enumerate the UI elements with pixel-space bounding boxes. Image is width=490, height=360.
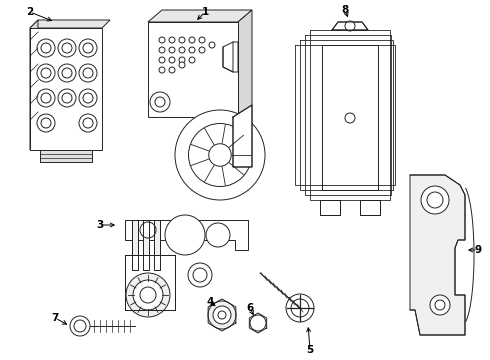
Polygon shape — [238, 10, 252, 117]
Circle shape — [199, 47, 205, 53]
Circle shape — [179, 47, 185, 53]
Polygon shape — [360, 200, 380, 215]
Text: 8: 8 — [342, 5, 348, 15]
Circle shape — [37, 64, 55, 82]
Circle shape — [218, 311, 226, 319]
Circle shape — [345, 21, 355, 31]
Circle shape — [179, 57, 185, 63]
Circle shape — [209, 42, 215, 48]
Circle shape — [189, 123, 251, 186]
Polygon shape — [332, 22, 368, 30]
Circle shape — [427, 192, 443, 208]
Polygon shape — [148, 10, 252, 22]
Circle shape — [70, 316, 90, 336]
Polygon shape — [132, 220, 138, 270]
Circle shape — [435, 300, 445, 310]
Circle shape — [193, 268, 207, 282]
Circle shape — [179, 37, 185, 43]
Circle shape — [58, 89, 76, 107]
Text: 1: 1 — [201, 7, 209, 17]
Bar — [30, 28, 102, 150]
Circle shape — [179, 62, 185, 68]
Circle shape — [188, 263, 212, 287]
Circle shape — [430, 295, 450, 315]
Circle shape — [74, 320, 86, 332]
Circle shape — [150, 92, 170, 112]
Circle shape — [133, 280, 163, 310]
Text: 3: 3 — [97, 220, 103, 230]
Circle shape — [155, 97, 165, 107]
Circle shape — [189, 47, 195, 53]
Circle shape — [79, 89, 97, 107]
Circle shape — [79, 114, 97, 132]
Text: 9: 9 — [474, 245, 482, 255]
Circle shape — [208, 301, 236, 329]
Circle shape — [126, 273, 170, 317]
Circle shape — [62, 68, 72, 78]
Circle shape — [159, 57, 165, 63]
Circle shape — [169, 47, 175, 53]
Polygon shape — [320, 200, 340, 215]
Polygon shape — [40, 150, 92, 162]
Circle shape — [37, 39, 55, 57]
Circle shape — [206, 223, 230, 247]
Circle shape — [213, 306, 231, 324]
Circle shape — [83, 118, 93, 128]
Circle shape — [62, 43, 72, 53]
Circle shape — [83, 68, 93, 78]
Polygon shape — [410, 175, 465, 335]
Circle shape — [58, 39, 76, 57]
Polygon shape — [30, 20, 38, 150]
Circle shape — [83, 43, 93, 53]
Polygon shape — [143, 220, 149, 270]
Text: 5: 5 — [306, 345, 314, 355]
Circle shape — [345, 113, 355, 123]
Circle shape — [62, 93, 72, 103]
Circle shape — [291, 299, 309, 317]
Polygon shape — [154, 220, 160, 270]
Circle shape — [286, 294, 314, 322]
Circle shape — [209, 144, 231, 166]
Circle shape — [41, 93, 51, 103]
Circle shape — [159, 47, 165, 53]
Circle shape — [159, 37, 165, 43]
Circle shape — [189, 37, 195, 43]
Circle shape — [83, 93, 93, 103]
Circle shape — [421, 186, 449, 214]
Polygon shape — [30, 20, 110, 28]
Circle shape — [169, 67, 175, 73]
Circle shape — [41, 43, 51, 53]
Circle shape — [37, 114, 55, 132]
Text: 4: 4 — [206, 297, 214, 307]
Circle shape — [250, 315, 266, 331]
Circle shape — [199, 37, 205, 43]
Bar — [148, 22, 238, 117]
Circle shape — [169, 57, 175, 63]
Circle shape — [140, 222, 156, 238]
Circle shape — [79, 39, 97, 57]
Circle shape — [41, 118, 51, 128]
Circle shape — [169, 37, 175, 43]
Circle shape — [189, 57, 195, 63]
Circle shape — [58, 64, 76, 82]
Circle shape — [159, 67, 165, 73]
Text: 7: 7 — [51, 313, 59, 323]
Circle shape — [79, 64, 97, 82]
Text: 2: 2 — [26, 7, 34, 17]
Polygon shape — [125, 220, 248, 250]
Text: 6: 6 — [246, 303, 254, 313]
Circle shape — [37, 89, 55, 107]
Polygon shape — [233, 105, 252, 167]
Circle shape — [165, 215, 205, 255]
Polygon shape — [125, 255, 175, 310]
Circle shape — [41, 68, 51, 78]
Circle shape — [175, 110, 265, 200]
Circle shape — [140, 287, 156, 303]
Polygon shape — [223, 42, 238, 72]
